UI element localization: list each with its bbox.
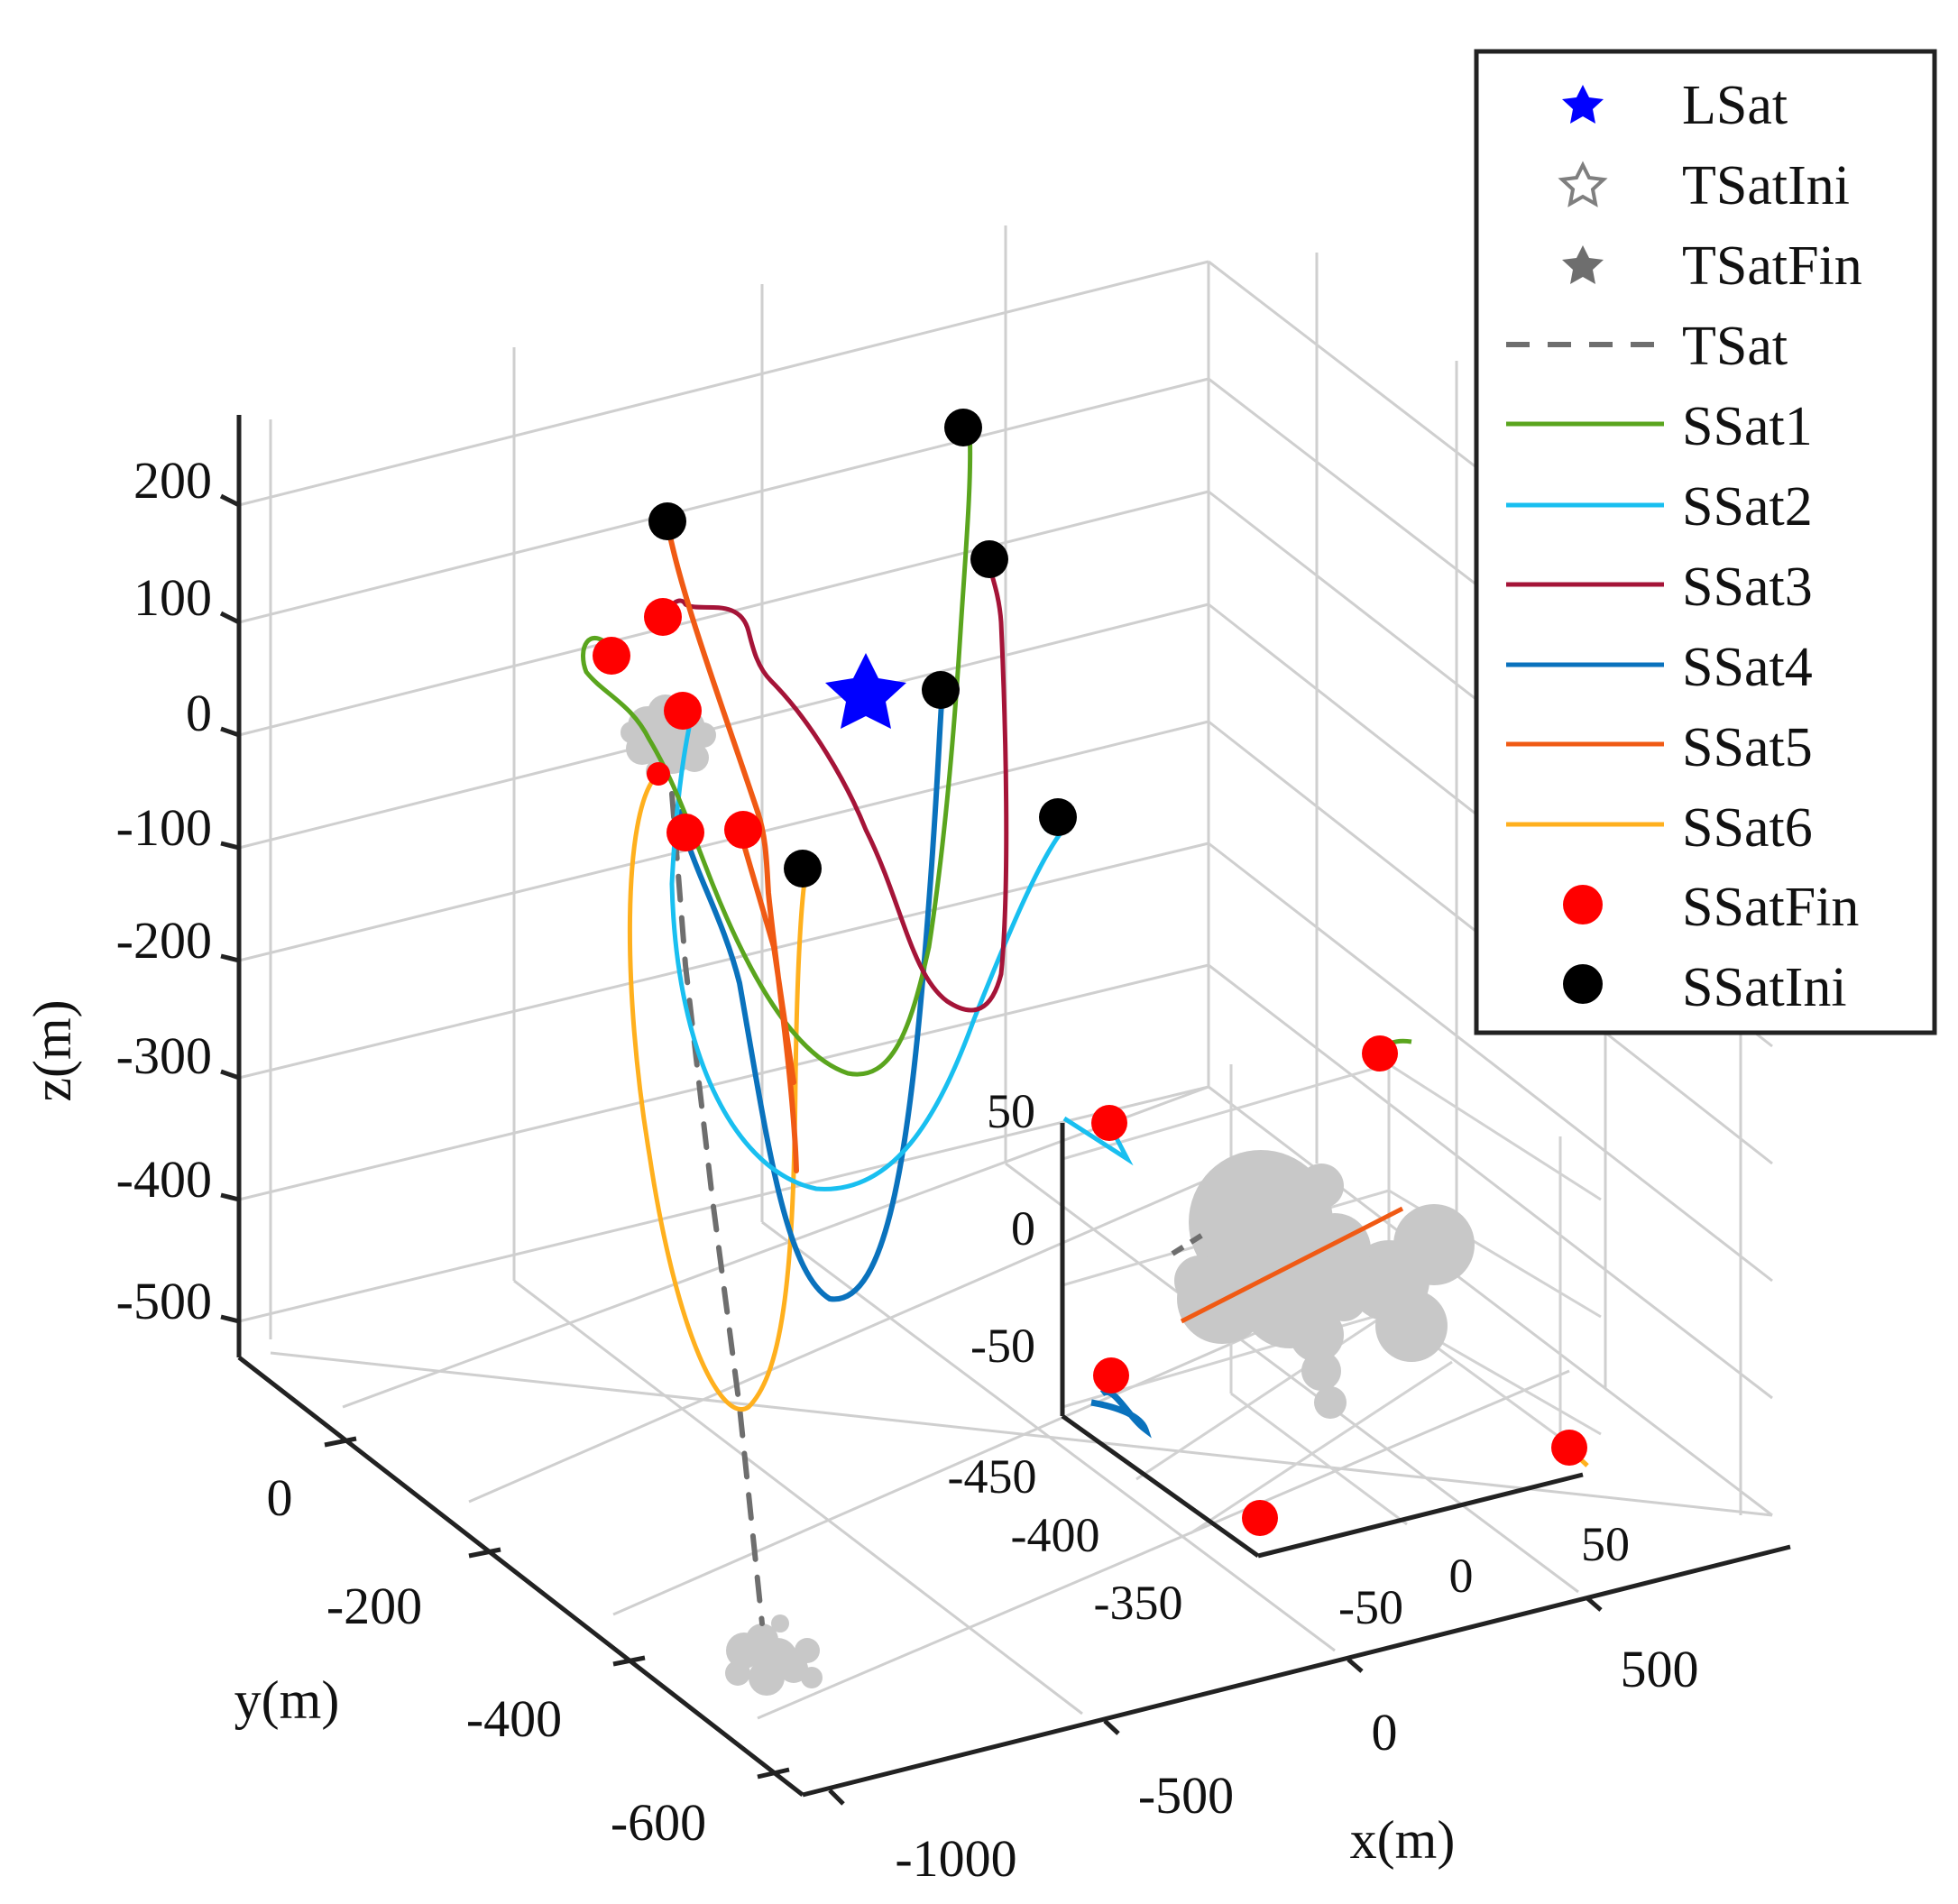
x-tick: 500 bbox=[1621, 1640, 1699, 1698]
legend-label: SSat2 bbox=[1682, 476, 1813, 538]
z-tick: 200 bbox=[133, 451, 212, 510]
legend-label: SSat3 bbox=[1682, 556, 1813, 618]
ssat-ini-legend-icon bbox=[1563, 964, 1603, 1004]
y-tick: -200 bbox=[326, 1577, 422, 1635]
ssat-final-marker bbox=[724, 811, 762, 849]
inset-debris bbox=[1174, 1150, 1475, 1419]
inset-x-tick: 50 bbox=[1581, 1517, 1630, 1571]
z-tick: 100 bbox=[133, 568, 212, 627]
inset-ssat4-segment bbox=[1090, 1388, 1152, 1439]
ssat5-trajectory bbox=[665, 520, 799, 1173]
lsat-marker-star bbox=[825, 653, 906, 729]
z-tick: 0 bbox=[186, 684, 212, 742]
main-tick-labels: 200 100 0 -100 -200 -300 -400 -500 0 -20… bbox=[116, 451, 1699, 1888]
z-axis-title: z(m) bbox=[23, 999, 82, 1101]
inset-z-tick: -50 bbox=[970, 1319, 1035, 1373]
ssat6-trajectory bbox=[627, 773, 810, 1412]
inset-z-tick: 0 bbox=[1011, 1201, 1035, 1256]
inset-ssat-final-marker bbox=[1551, 1430, 1587, 1466]
legend-label: TSatIni bbox=[1682, 155, 1850, 216]
y-axis-line bbox=[237, 1356, 804, 1797]
y-tick: -600 bbox=[611, 1793, 706, 1852]
legend-label: SSatIni bbox=[1682, 957, 1847, 1018]
inset-x-tick: -50 bbox=[1338, 1580, 1403, 1634]
inset-zoom-plot: 50 0 -50 -450 -400 -350 -50 0 50 bbox=[948, 1035, 1630, 1634]
legend-label: SSat6 bbox=[1682, 797, 1813, 859]
ssat-initial-marker bbox=[1039, 798, 1077, 836]
x-tick: -500 bbox=[1138, 1766, 1234, 1825]
legend-label: SSatFin bbox=[1682, 877, 1859, 938]
ssat-initial-marker bbox=[784, 850, 822, 888]
z-tick: -300 bbox=[116, 1026, 212, 1085]
y-tick: 0 bbox=[267, 1468, 293, 1527]
y-axis-title: y(m) bbox=[234, 1670, 340, 1730]
ssat-final-marker bbox=[666, 814, 704, 851]
ssat-final-marker bbox=[664, 692, 702, 730]
inset-z-tick: 50 bbox=[987, 1084, 1035, 1138]
inset-y-tick: -400 bbox=[1011, 1508, 1100, 1562]
z-tick: -400 bbox=[116, 1150, 212, 1209]
ssat-initial-marker bbox=[970, 540, 1008, 578]
inset-axes bbox=[1060, 1123, 1584, 1559]
tsat-trajectory bbox=[669, 791, 765, 1626]
ssat-final-marker bbox=[647, 762, 670, 786]
ssat3-trajectory bbox=[660, 556, 1009, 1013]
ssat-final-marker bbox=[593, 637, 630, 675]
x-tick: 0 bbox=[1372, 1703, 1398, 1761]
legend-label: SSat5 bbox=[1682, 717, 1813, 778]
tsat-fin-legend-icon bbox=[1562, 245, 1604, 284]
main-axes bbox=[219, 415, 1791, 1806]
y-tick: -400 bbox=[466, 1689, 562, 1748]
inset-y-tick: -450 bbox=[948, 1449, 1037, 1504]
legend-box bbox=[1474, 49, 1937, 1035]
z-tick: -500 bbox=[116, 1272, 212, 1330]
ssat-final-marker bbox=[644, 598, 682, 636]
inset-ssat5-segment bbox=[1180, 1206, 1404, 1324]
legend-label: TSatFin bbox=[1682, 235, 1862, 297]
ssat-fin-legend-icon bbox=[1563, 885, 1603, 924]
inset-ssat-final-marker bbox=[1242, 1500, 1278, 1536]
inset-ssat-final-marker bbox=[1093, 1357, 1129, 1394]
inset-y-tick: -350 bbox=[1094, 1576, 1183, 1630]
legend-label: SSat4 bbox=[1682, 637, 1813, 698]
x-tick: -1000 bbox=[895, 1829, 1016, 1888]
ssat-initial-marker bbox=[922, 671, 960, 709]
x-axis-title: x(m) bbox=[1350, 1810, 1456, 1870]
inset-tsat-dash bbox=[1171, 1231, 1206, 1256]
lsat-legend-icon bbox=[1562, 85, 1604, 124]
z-tick: -100 bbox=[116, 798, 212, 857]
legend-label: SSat1 bbox=[1682, 396, 1813, 457]
inset-ssat-final-marker bbox=[1362, 1035, 1398, 1072]
ssat4-trajectory bbox=[678, 687, 945, 1302]
inset-ssat2-segment bbox=[1062, 1116, 1134, 1166]
legend: LSat TSatIni TSatFin TSat SSat1 SSat2 SS… bbox=[1474, 49, 1937, 1035]
ssat2-trajectory bbox=[669, 701, 1062, 1191]
x-axis-line bbox=[802, 1544, 1791, 1798]
inset-x-tick: 0 bbox=[1449, 1549, 1474, 1603]
ssat-initial-marker bbox=[944, 409, 982, 446]
tsat-ini-legend-icon bbox=[1558, 161, 1608, 207]
ssat1-trajectory bbox=[581, 426, 973, 1077]
ssat-initial-marker bbox=[648, 502, 686, 540]
inset-ssat-final-marker bbox=[1091, 1105, 1127, 1141]
legend-label: LSat bbox=[1682, 75, 1788, 136]
legend-label: TSat bbox=[1682, 316, 1788, 377]
z-tick: -200 bbox=[116, 911, 212, 970]
